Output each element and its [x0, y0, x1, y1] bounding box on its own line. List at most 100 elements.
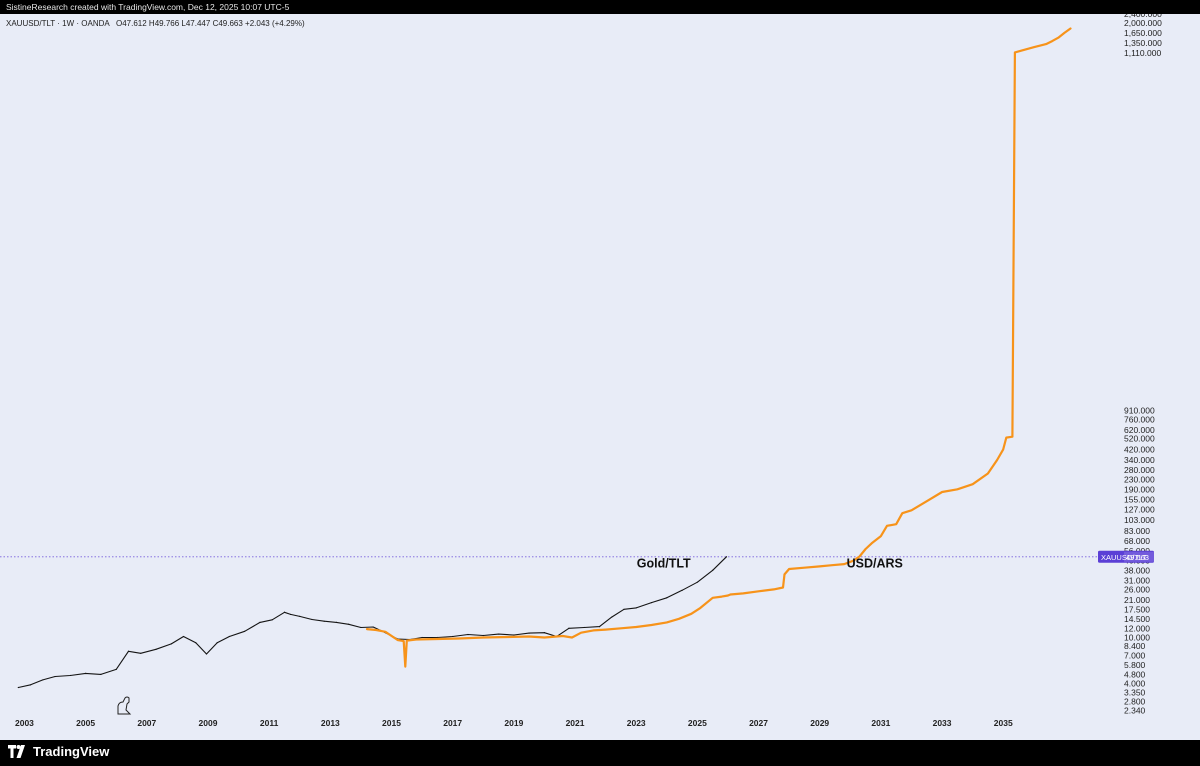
x-tick-label: 2027	[749, 718, 768, 728]
data-point	[650, 601, 653, 604]
high-value: 49.766	[154, 19, 180, 28]
data-point	[1033, 46, 1035, 48]
data-point	[482, 636, 484, 639]
data-point	[397, 639, 399, 641]
y-tick-label: 340.000	[1124, 455, 1155, 465]
data-point	[467, 633, 469, 636]
x-tick-label: 2025	[688, 718, 707, 728]
data-point	[1069, 27, 1072, 30]
data-point	[482, 634, 484, 637]
chart-frame[interactable]: 2.340 2.800 3.350 4.000 4.800 5.800 7.000 8.400…	[0, 14, 1200, 740]
close-value: 49.663	[218, 19, 243, 28]
tradingview-logo[interactable]: TradingView	[8, 744, 109, 759]
y-tick-label: 127.000	[1124, 505, 1155, 515]
data-point	[360, 626, 362, 629]
y-tick-label: 26.000	[1124, 584, 1150, 594]
price-label-box	[1098, 550, 1154, 563]
data-point	[1057, 37, 1059, 39]
y-tick-label: 910.000	[1124, 405, 1155, 415]
x-tick-label: 2013	[321, 718, 340, 728]
y-tick-label: 4.000	[1124, 679, 1146, 689]
data-point	[513, 634, 515, 636]
data-point	[1045, 43, 1047, 45]
data-point	[623, 608, 625, 610]
data-point	[871, 542, 873, 544]
symbol-name: XAUUSD/TLT · 1W · OANDA	[6, 19, 110, 28]
data-point	[666, 597, 668, 599]
y-tick-label: 230.000	[1124, 475, 1155, 485]
y-tick-label: 2,000.000	[1124, 18, 1162, 28]
x-tick-label: 2029	[810, 718, 829, 728]
data-point	[497, 633, 500, 635]
y-tick-label: 280.000	[1124, 465, 1155, 475]
series-line-gold-tlt	[17, 556, 727, 689]
y-tick-label: 520.000	[1124, 434, 1155, 444]
y-tick-label: 2.340	[1124, 706, 1146, 716]
x-tick-label: 2035	[994, 718, 1013, 728]
data-point	[635, 607, 637, 609]
data-point	[972, 483, 974, 485]
price-line-value: 49.663	[1126, 553, 1149, 562]
data-point	[100, 673, 102, 675]
y-tick-label: 620.000	[1124, 425, 1155, 435]
price-value-bg	[1124, 551, 1154, 562]
data-point	[727, 594, 729, 597]
y-tick-label: 8.400	[1124, 641, 1146, 651]
y-tick-label: 56.000	[1124, 546, 1150, 556]
data-point	[289, 613, 292, 616]
y-tick-label: 68.000	[1124, 536, 1150, 546]
data-point	[403, 640, 405, 642]
data-point	[1063, 32, 1066, 34]
y-tick-label: 2,400.000	[1124, 14, 1162, 19]
footer-bar: TradingView	[0, 740, 1200, 766]
data-point	[562, 635, 564, 637]
y-tick-label: 21.000	[1124, 595, 1150, 605]
low-label: L	[181, 19, 186, 28]
data-point	[782, 586, 784, 589]
data-point	[696, 581, 698, 583]
data-point	[757, 590, 760, 592]
data-point	[852, 560, 854, 562]
x-tick-label: 2007	[137, 718, 156, 728]
data-point	[725, 556, 728, 558]
data-point	[843, 563, 845, 565]
tradingview-logo-icon	[8, 745, 25, 758]
data-point	[803, 567, 806, 569]
data-point	[155, 648, 157, 650]
data-point	[742, 592, 744, 594]
data-point	[865, 548, 867, 550]
y-tick-label: 1,650.000	[1124, 28, 1162, 38]
data-point	[941, 491, 943, 493]
dino-icon[interactable]	[117, 696, 132, 715]
data-point	[819, 565, 821, 568]
data-point	[299, 615, 301, 617]
data-point	[421, 636, 423, 639]
data-point	[831, 564, 833, 566]
data-point	[1002, 448, 1004, 450]
y-tick-label: 1,350.000	[1124, 38, 1162, 48]
data-point	[1014, 51, 1016, 53]
data-point	[528, 635, 530, 638]
annotation-label: Gold/TLT	[637, 557, 691, 571]
y-tick-label: 190.000	[1124, 484, 1155, 494]
data-point	[712, 569, 714, 571]
x-tick-label: 2015	[382, 718, 401, 728]
close-label: C	[212, 19, 219, 28]
y-tick-label: 4.800	[1124, 669, 1146, 679]
data-point	[311, 618, 313, 621]
price-chart[interactable]: 2.3402.8003.3504.0004.8005.8007.0008.400…	[0, 14, 1200, 740]
symbol-legend: XAUUSD/TLT · 1W · OANDA O47.612 H49.766 …	[6, 19, 305, 28]
y-tick-label: 1,110.000	[1124, 48, 1161, 58]
y-tick-label: 31.000	[1124, 576, 1150, 586]
data-point	[436, 636, 438, 639]
data-point	[216, 642, 218, 644]
data-point	[127, 650, 130, 652]
data-point	[244, 630, 246, 632]
x-tick-label: 2005	[76, 718, 95, 728]
tradingview-brand: TradingView	[33, 744, 110, 759]
data-point	[1020, 49, 1023, 52]
data-point	[880, 535, 882, 537]
data-point	[571, 636, 573, 639]
y-tick-label: 7.000	[1124, 650, 1146, 660]
data-point	[580, 632, 582, 634]
